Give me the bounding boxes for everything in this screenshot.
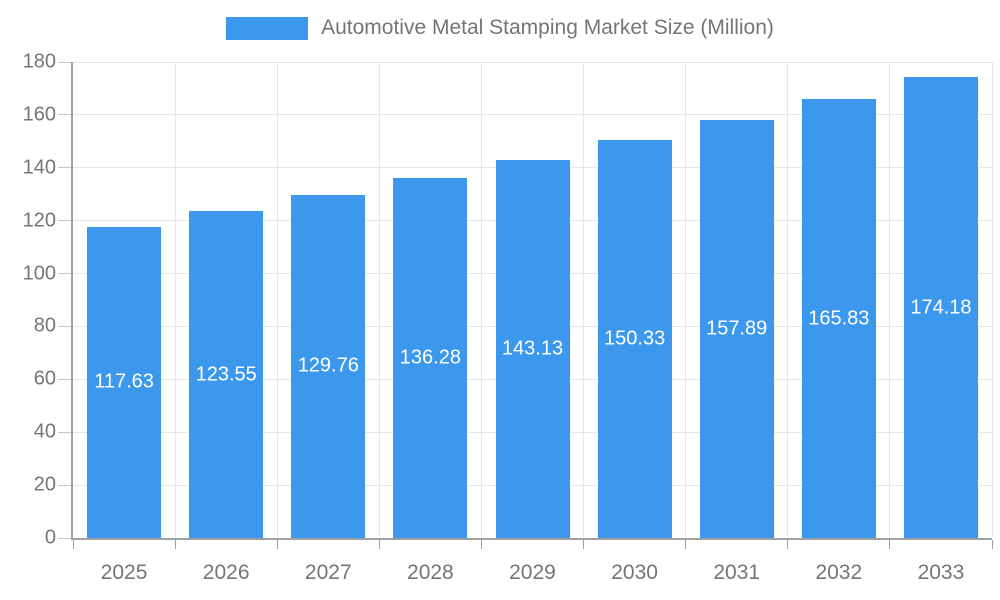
x-gridline: [276, 62, 278, 538]
x-axis-tick-label: 2031: [713, 561, 761, 584]
y-tick-mark: [58, 431, 71, 433]
bar-value-label: 157.89: [706, 317, 768, 340]
x-axis-tick-label: 2030: [611, 561, 658, 584]
x-tick-mark: [889, 540, 891, 549]
x-axis-tick-label: 2027: [304, 561, 352, 584]
bar-2031[interactable]: [699, 120, 774, 538]
y-axis-tick-label: 140: [22, 156, 56, 179]
y-axis-tick-label: 0: [44, 526, 56, 549]
bar-value-label: 143.13: [501, 337, 564, 360]
y-tick-mark: [58, 537, 71, 539]
y-tick-mark: [58, 484, 71, 486]
x-tick-mark: [378, 540, 380, 549]
x-tick-mark: [991, 540, 993, 549]
y-tick-mark: [58, 220, 71, 222]
legend-label: Automotive Metal Stamping Market Size (M…: [321, 16, 774, 39]
x-gridline: [480, 62, 482, 538]
y-tick-mark: [58, 325, 71, 327]
bar-value-label: 123.55: [195, 363, 257, 386]
bar-value-label: 150.33: [604, 327, 666, 350]
y-axis-line: [71, 62, 73, 538]
x-tick-mark: [480, 540, 482, 549]
y-tick-mark: [58, 167, 71, 169]
legend-swatch-icon: [226, 16, 309, 40]
bar-value-label: 136.28: [399, 346, 461, 369]
x-gridline: [889, 62, 891, 538]
y-tick-mark: [58, 61, 71, 63]
y-axis-tick-label: 120: [22, 209, 56, 232]
x-gridline: [787, 62, 789, 538]
bar-2033[interactable]: [903, 77, 978, 538]
bar-2028[interactable]: [393, 177, 468, 538]
y-axis-tick-label: 40: [33, 420, 56, 443]
bar-2025[interactable]: [87, 226, 162, 538]
x-gridline: [378, 62, 380, 538]
bar-value-label: 165.83: [808, 307, 870, 330]
bar-value-label: 174.18: [910, 296, 972, 319]
x-axis-line: [71, 538, 992, 540]
x-gridline: [991, 62, 993, 538]
x-tick-mark: [685, 540, 687, 549]
plot-area: 0 20 40 60 80 100 120 140 160 180 117.63 2025 123.55…: [23, 51, 993, 584]
y-axis-tick-label: 20: [33, 473, 56, 496]
y-axis-tick-label: 100: [22, 262, 56, 285]
x-gridline: [583, 62, 585, 538]
y-axis-tick-label: 60: [33, 367, 56, 390]
y-tick-mark: [58, 378, 71, 380]
y-axis-tick-label: 180: [22, 50, 56, 73]
y-gridline: [73, 114, 992, 116]
x-gridline: [685, 62, 687, 538]
x-tick-mark: [276, 540, 278, 549]
x-axis-tick-label: 2032: [815, 561, 863, 584]
x-tick-mark: [583, 540, 585, 549]
y-tick-mark: [58, 114, 71, 116]
y-axis-tick-label: 80: [33, 314, 56, 337]
y-gridline: [73, 61, 992, 63]
x-axis-tick-label: 2028: [407, 561, 454, 584]
x-axis-tick-label: 2025: [100, 561, 148, 584]
y-axis-tick-label: 160: [22, 103, 56, 126]
x-axis-tick-label: 2033: [917, 561, 965, 584]
x-axis-tick-label: 2026: [202, 561, 250, 584]
y-tick-mark: [58, 273, 71, 275]
bar-2027[interactable]: [291, 194, 366, 538]
x-tick-mark: [174, 540, 176, 549]
x-tick-mark: [787, 540, 789, 549]
bar-2026[interactable]: [189, 211, 264, 538]
bar-2029[interactable]: [495, 159, 570, 538]
legend[interactable]: Automotive Metal Stamping Market Size (M…: [0, 16, 1000, 40]
bar-value-label: 129.76: [297, 354, 359, 377]
x-tick-mark: [72, 540, 74, 549]
bar-value-label: 117.63: [94, 370, 154, 393]
bar-2030[interactable]: [597, 140, 672, 538]
x-gridline: [174, 62, 176, 538]
bar-2032[interactable]: [801, 99, 876, 538]
x-axis-tick-label: 2029: [509, 561, 556, 584]
